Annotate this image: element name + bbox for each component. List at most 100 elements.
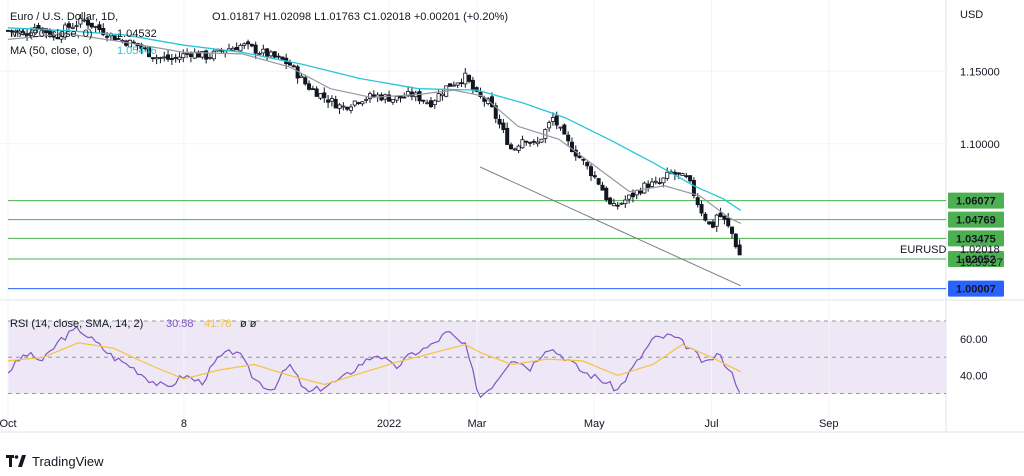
candle-body xyxy=(6,29,11,32)
candle-body xyxy=(611,203,616,207)
candle-body xyxy=(501,122,506,130)
candle-body xyxy=(101,28,106,36)
candle-body xyxy=(707,221,712,225)
candle-body xyxy=(303,77,308,85)
trendline[interactable] xyxy=(479,166,742,287)
candle-body xyxy=(615,204,620,207)
level-tag-label: 1.06077 xyxy=(956,196,996,208)
candle-body xyxy=(505,127,510,145)
candle-body xyxy=(21,31,26,34)
rsi-legend-name: RSI (14, close, SMA, 14, 2) xyxy=(10,318,143,330)
candle-body xyxy=(257,53,262,55)
candle-body xyxy=(463,72,468,85)
candle-body xyxy=(592,175,597,178)
candle-body xyxy=(703,213,708,221)
candle-body xyxy=(131,41,136,44)
price-tick-label: 1.10000 xyxy=(960,139,1000,151)
candle-body xyxy=(569,141,574,153)
candle-body xyxy=(695,197,700,206)
candle-body xyxy=(680,173,685,176)
tradingview-brand[interactable]: TradingView xyxy=(6,452,104,470)
legend-ma20: MA (20, close, 0) xyxy=(10,28,93,40)
candle-body xyxy=(17,30,22,34)
candle-body xyxy=(242,43,247,46)
candle-body xyxy=(154,57,159,60)
rsi-tick-label: 40.00 xyxy=(960,370,988,382)
candle-body xyxy=(173,57,178,59)
candle-body xyxy=(642,182,647,194)
candle-body xyxy=(402,96,407,99)
candle-body xyxy=(688,175,693,182)
candle-body xyxy=(55,36,60,40)
candle-body xyxy=(710,221,715,228)
candle-body xyxy=(421,99,426,102)
candle-body xyxy=(188,53,193,57)
candle-body xyxy=(66,23,71,28)
candle-body xyxy=(28,32,33,36)
candle-body xyxy=(150,57,155,60)
time-tick-label: Jul xyxy=(704,418,718,430)
candle-body xyxy=(470,79,475,90)
candle-body xyxy=(268,51,273,57)
candle-body xyxy=(105,35,110,38)
candle-body xyxy=(394,96,399,101)
horizontal-levels[interactable]: 1.06077 1.04769 1.03475 1.02052 1.00007 xyxy=(8,192,1004,297)
level-tag xyxy=(948,280,1004,297)
candle-body xyxy=(44,28,49,34)
candle-body xyxy=(623,199,628,205)
candle-body xyxy=(310,88,315,91)
candle-body xyxy=(86,20,91,26)
candle-body xyxy=(547,122,552,129)
candle-body xyxy=(291,65,296,68)
candle-body xyxy=(89,22,94,28)
candle-body xyxy=(718,212,723,218)
candle-body xyxy=(97,24,102,31)
candle-body xyxy=(32,27,37,34)
level-tag-label: 1.04769 xyxy=(956,215,996,227)
brand-name: TradingView xyxy=(32,453,104,469)
candle-body xyxy=(348,106,353,111)
candle-body xyxy=(371,94,376,98)
candle-body xyxy=(493,105,498,119)
candle-body xyxy=(364,98,369,101)
candle-body xyxy=(691,179,696,197)
time-tick-label: 8 xyxy=(181,418,187,430)
candle-body xyxy=(684,175,689,178)
candle-body xyxy=(398,95,403,99)
candle-body xyxy=(207,56,212,59)
candle-body xyxy=(562,124,567,135)
candle-body xyxy=(238,44,243,52)
candle-body xyxy=(379,94,384,101)
candle-body xyxy=(524,140,529,143)
candle-body xyxy=(596,178,601,185)
candle-body xyxy=(116,38,121,40)
candle-body xyxy=(730,226,735,234)
candle-body xyxy=(436,93,441,102)
candle-body xyxy=(166,54,171,60)
ma50-line xyxy=(7,27,742,211)
candle-body xyxy=(333,98,338,109)
candle-body xyxy=(608,197,613,205)
candle-body xyxy=(223,50,228,54)
candle-body xyxy=(181,53,186,59)
candle-body xyxy=(451,84,456,87)
time-tick-label: Oct xyxy=(0,418,17,430)
level-tag-label: 1.03475 xyxy=(956,233,996,245)
candle-body xyxy=(299,75,304,78)
candle-body xyxy=(455,82,460,86)
candle-body xyxy=(322,92,327,99)
candle-body xyxy=(604,187,609,201)
candle-body xyxy=(432,100,437,106)
tradingview-logo-icon xyxy=(6,455,26,467)
candle-body xyxy=(314,88,319,97)
candle-body xyxy=(265,48,270,57)
last-price-symbol: EURUSD xyxy=(900,244,947,256)
candle-body xyxy=(417,91,422,102)
time-tick-label: Mar xyxy=(468,418,487,430)
candle-body xyxy=(737,244,742,256)
legend-symbol: Euro / U.S. Dollar, 1D, xyxy=(10,11,118,23)
candle-body xyxy=(360,101,365,105)
candle-body xyxy=(169,58,174,61)
candle-body xyxy=(600,184,605,191)
